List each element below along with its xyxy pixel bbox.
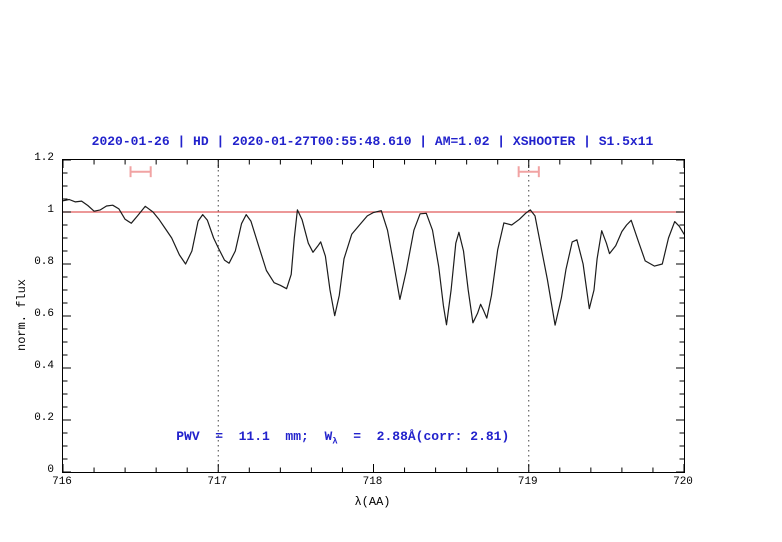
x-tick-label: 717	[207, 476, 228, 488]
pwv-annotation-prefix: PWV = 11.1 mm; W	[176, 429, 333, 444]
spectrum-curve	[63, 198, 684, 326]
y-tick-label: 0.6	[34, 308, 54, 320]
y-tick-label: 0	[47, 464, 54, 476]
x-tick-label: 720	[673, 476, 693, 488]
x-axis-label: λ(AA)	[354, 495, 391, 509]
y-tick-label: 1	[47, 204, 54, 216]
y-tick-label: 1.2	[34, 152, 54, 164]
pwv-annotation: PWV = 11.1 mm; Wλ = 2.88Å(corr: 2.81)	[145, 414, 509, 462]
plot-frame	[62, 159, 685, 473]
spectrum-plot	[63, 160, 684, 472]
pwv-annotation-subscript: λ	[332, 436, 338, 447]
y-tick-label: 0.4	[34, 360, 54, 372]
x-tick-label: 719	[517, 476, 538, 488]
x-tick-label: 716	[52, 476, 72, 488]
x-tick-label: 718	[362, 476, 383, 488]
pwv-annotation-suffix: = 2.88Å(corr: 2.81)	[337, 429, 510, 444]
y-tick-label: 0.8	[34, 256, 54, 268]
y-tick-label: 0.2	[34, 412, 54, 424]
figure-title: 2020-01-26 | HD | 2020-01-27T00:55:48.61…	[91, 134, 654, 149]
pwv-range-marker	[129, 166, 152, 178]
pwv-range-marker	[517, 166, 540, 178]
